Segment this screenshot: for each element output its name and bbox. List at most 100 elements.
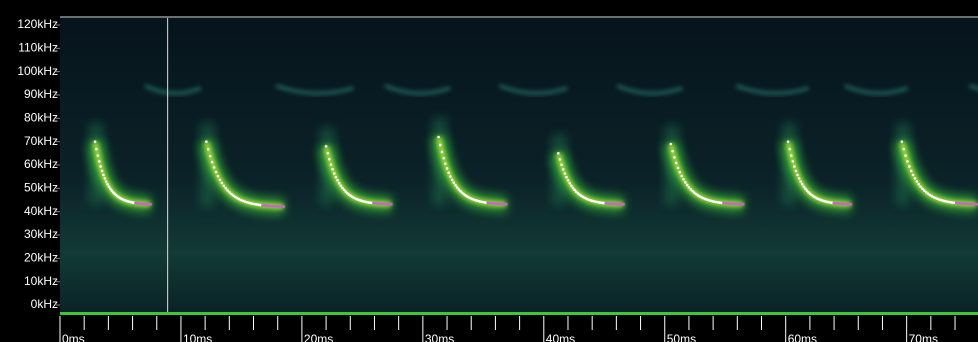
trace-point	[438, 143, 442, 147]
call-trace[interactable]	[557, 152, 625, 206]
trace-point	[906, 160, 909, 163]
call-trace[interactable]	[93, 140, 153, 206]
trace-point	[960, 202, 964, 205]
call-trace[interactable]	[205, 140, 286, 208]
trace-point	[742, 202, 745, 206]
trace-point	[232, 194, 235, 197]
trace-point	[212, 166, 216, 169]
trace-point	[336, 179, 339, 182]
call-trace[interactable]	[786, 140, 853, 206]
trace-point	[571, 186, 575, 190]
trace-point	[797, 177, 801, 180]
x-tick-label: 40ms	[546, 332, 575, 342]
trace-point	[95, 147, 98, 151]
trace-point	[687, 185, 691, 189]
trace-point	[928, 193, 932, 197]
harmonic	[498, 83, 568, 96]
trace-point	[278, 205, 282, 208]
y-tick-label: 10kHz	[24, 274, 58, 288]
trace-point	[220, 181, 224, 185]
trace-point	[560, 163, 563, 166]
trace-point	[280, 205, 284, 208]
trace-point	[805, 189, 809, 192]
trace-point	[253, 202, 257, 206]
call-trace[interactable]	[437, 135, 508, 206]
trace-point	[971, 202, 975, 206]
trace-point	[573, 188, 576, 192]
trace-point	[693, 191, 696, 195]
trace-point	[796, 173, 799, 177]
trace-point	[234, 195, 237, 199]
trace-point	[622, 203, 625, 206]
trace-point	[328, 157, 331, 161]
trace-point	[334, 175, 338, 179]
trace-point	[324, 145, 328, 148]
trace-point	[270, 204, 274, 208]
trace-point	[96, 154, 100, 157]
trace-point	[789, 154, 793, 157]
trace-point	[106, 182, 109, 186]
trace-point	[956, 201, 960, 205]
trace-point	[671, 149, 674, 153]
trace-point	[205, 140, 208, 143]
trace-point	[224, 186, 227, 190]
trace-point	[682, 178, 685, 181]
trace-point	[442, 156, 445, 160]
trace-point	[344, 190, 347, 193]
trace-point	[791, 160, 795, 163]
trace-point	[208, 154, 212, 158]
harmonic	[968, 83, 978, 91]
trace-point	[261, 203, 264, 207]
x-tick-label: 0ms	[62, 332, 85, 342]
trace-point	[913, 177, 917, 180]
plot-area[interactable]	[60, 18, 978, 313]
trace-point	[228, 191, 231, 194]
y-tick-label: 0kHz	[31, 297, 58, 311]
trace-point	[457, 188, 461, 191]
trace-point	[222, 184, 226, 188]
harmonic	[616, 83, 684, 96]
trace-point	[967, 202, 971, 206]
trace-point	[738, 202, 742, 206]
trace-point	[740, 202, 743, 206]
trace-point	[565, 175, 568, 179]
trace-point	[954, 201, 958, 205]
harmonic	[384, 83, 451, 96]
trace-point	[926, 192, 930, 196]
harmonic	[843, 83, 909, 96]
trace-point	[282, 205, 286, 208]
trace-point	[558, 158, 562, 161]
x-tick-label: 50ms	[667, 332, 696, 342]
trace-point	[922, 189, 926, 192]
call-trace[interactable]	[324, 145, 393, 206]
trace-point	[561, 168, 565, 171]
trace-point	[694, 192, 698, 196]
trace-point	[574, 190, 578, 193]
trace-point	[900, 140, 904, 143]
trace-point	[904, 154, 907, 157]
y-tick-label: 120kHz	[17, 17, 58, 31]
x-tick-label: 10ms	[183, 332, 212, 342]
trace-point	[802, 185, 806, 188]
call-trace[interactable]	[669, 142, 745, 206]
trace-point	[445, 167, 449, 170]
trace-point	[973, 202, 977, 206]
trace-point	[566, 179, 570, 182]
trace-point	[97, 160, 101, 163]
harmonic	[735, 83, 810, 96]
call-trace[interactable]	[900, 140, 978, 206]
trace-point	[268, 204, 272, 208]
trace-point	[210, 160, 214, 164]
trace-point	[919, 185, 922, 188]
trace-point	[452, 181, 456, 184]
y-tick-label: 40kHz	[24, 204, 58, 218]
trace-point	[337, 181, 341, 185]
trace-point	[454, 183, 457, 187]
trace-point	[788, 147, 791, 151]
time-axis[interactable]	[0, 315, 978, 342]
trace-point	[917, 182, 920, 186]
trace-point	[216, 174, 220, 178]
trace-point	[331, 167, 334, 171]
trace-point	[257, 203, 260, 207]
trace-point	[800, 182, 804, 186]
